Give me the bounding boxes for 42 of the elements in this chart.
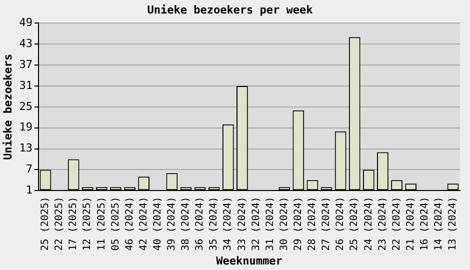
- x-tick-label: 25 (2024): [349, 196, 360, 251]
- x-tick-label: 39 (2024): [166, 196, 178, 251]
- x-tick-label: 13 (2024): [448, 196, 459, 251]
- x-tick-label: 16 (2024): [419, 196, 430, 251]
- x-tick-label: 46 (2024): [124, 196, 136, 251]
- y-tick-label: 31: [19, 78, 32, 92]
- x-tick-label: 11 (2025): [96, 196, 108, 251]
- x-tick-label: 25 (2025): [40, 196, 52, 251]
- x-tick-label: 22 (2025): [54, 196, 66, 251]
- x-tick-label: 33 (2024): [236, 196, 248, 251]
- x-tick-label: 21 (2024): [405, 196, 416, 251]
- x-tick-label: 24 (2024): [363, 196, 374, 251]
- x-tick-label: 28 (2024): [307, 196, 318, 251]
- x-tick-label: 27 (2024): [321, 196, 332, 251]
- x-tick-label: 05 (2025): [110, 196, 122, 251]
- x-tick-label: 23 (2024): [377, 196, 388, 251]
- y-tick-label: 13: [19, 142, 32, 155]
- x-tick-label: 34 (2024): [222, 196, 234, 251]
- y-tick-label: 37: [19, 58, 32, 71]
- x-tick-label: 14 (2024): [434, 196, 445, 251]
- x-tick-label: 22 (2024): [391, 196, 402, 251]
- x-axis-title: Weeknummer: [216, 254, 283, 268]
- y-tick-label: 25: [19, 100, 32, 113]
- y-axis-title: Unieke bezoekers: [1, 54, 14, 160]
- x-tick-label: 40 (2024): [152, 196, 164, 251]
- y-tick-label: 49: [19, 16, 32, 30]
- y-tick-label: 19: [19, 120, 32, 134]
- x-tick-label: 29 (2024): [293, 196, 304, 251]
- y-tick-label: 43: [19, 36, 32, 50]
- x-tick-label: 30 (2024): [278, 196, 290, 251]
- x-tick-label: 35 (2024): [208, 196, 220, 251]
- x-tick-label: 32 (2024): [250, 196, 262, 251]
- x-tick-label: 38 (2024): [180, 196, 192, 251]
- x-tick-label: 31 (2024): [264, 196, 276, 251]
- x-tick-label: 42 (2024): [138, 196, 150, 251]
- x-tick-label: 36 (2024): [194, 196, 206, 251]
- x-tick-label: 17 (2025): [68, 196, 80, 251]
- chart-title: Unieke bezoekers per week: [147, 3, 314, 16]
- y-tick-label: 1: [26, 183, 32, 196]
- x-tick-label: 26 (2024): [335, 196, 346, 251]
- x-tick-label: 12 (2025): [82, 196, 94, 251]
- y-tick-label: 7: [26, 162, 32, 176]
